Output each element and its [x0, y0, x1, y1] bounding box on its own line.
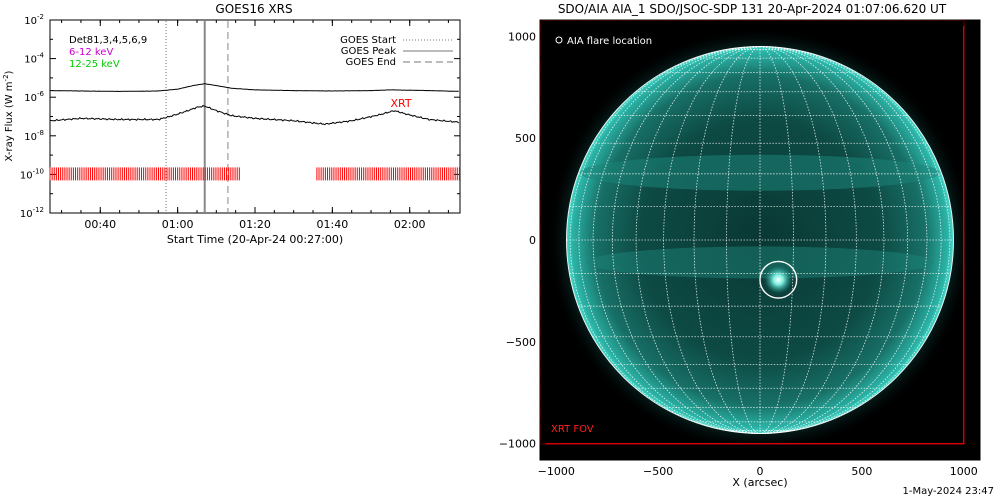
goes-y-tick-label-base: 10: [20, 209, 33, 220]
goes-x-tick-label: 01:40: [317, 218, 349, 231]
goes-event-lines: [165, 21, 229, 212]
goes-x-tick-label: 00:40: [84, 218, 116, 231]
aia-y-tick-label: −500: [506, 336, 536, 349]
aia-longitude-line: [635, 46, 761, 434]
goes-y-tick-label-exp: -12: [33, 206, 44, 214]
goes-y-axis-label-exp: -2: [2, 74, 10, 81]
aia-x-tick-label: 1000: [950, 465, 978, 478]
goes-legend-end-label: GOES End: [346, 57, 396, 68]
goes-y-tick-label-exp: -6: [37, 90, 45, 98]
aia-active-band-south: [585, 246, 935, 279]
goes-y-tick-label: 10-4: [24, 52, 44, 66]
aia-longitude-line: [759, 46, 928, 434]
goes-y-tick-label-exp: -8: [37, 129, 44, 137]
aia-flare-brightening: [764, 265, 793, 294]
aia-longitude-line: [759, 46, 942, 434]
goes-y-tick-label-base: 10: [24, 132, 37, 143]
aia-longitude-line: [726, 46, 761, 434]
aia-longitude-line: [611, 46, 761, 434]
goes-y-tick-label-base: 10: [24, 93, 37, 104]
goes-y-tick-label: 10-10: [20, 167, 44, 181]
goes-x-tick-labels: 00:40 01:00 01:20 01:40 02:00: [84, 218, 425, 231]
goes-legend-left-3: 12-25 keV: [69, 59, 120, 70]
goes-legend-peak-label: GOES Peak: [341, 46, 396, 57]
aia-x-tick-label: 500: [851, 465, 872, 478]
aia-x-tick-label: −1000: [538, 465, 575, 478]
goes-y-tick-label-exp: -2: [37, 13, 44, 21]
goes-y-tick-label: 10-8: [24, 129, 44, 143]
goes-y-axis-label-main: X-ray Flux (W m: [4, 81, 15, 161]
aia-longitude-line: [759, 46, 885, 434]
aia-longitude-line: [592, 46, 761, 434]
aia-legend-flare-label: AIA flare location: [567, 36, 652, 47]
aia-flare-marker: [759, 260, 798, 299]
aia-longitude-line: [759, 46, 909, 434]
aia-flare-circle: [759, 260, 798, 299]
goes-series-lines: [49, 83, 460, 126]
goes-title: GOES16 XRS: [215, 2, 292, 16]
goes-axis-ticks: [50, 19, 460, 214]
aia-heliographic-grid: [565, 45, 955, 435]
xrt-fov-box: [540, 20, 965, 445]
footer-timestamp: 1-May-2024 23:47: [902, 486, 994, 497]
aia-longitude-line: [663, 46, 761, 434]
goes-y-axis-label: X-ray Flux (W m-2): [2, 70, 15, 161]
aia-longitude-line: [569, 46, 761, 434]
goes-short-channel-line: [49, 104, 460, 126]
aia-longitude-line: [693, 46, 761, 434]
aia-title: SDO/AIA AIA_1 SDO/JSOC-SDP 131 20-Apr-20…: [558, 2, 947, 16]
aia-axis-ticks: [540, 20, 980, 460]
goes-x-tick-label: 01:20: [239, 218, 271, 231]
aia-longitude-line: [578, 46, 761, 434]
aia-image-plot: SDO/AIA AIA_1 SDO/JSOC-SDP 131 20-Apr-20…: [500, 2, 981, 489]
aia-tick-labels: −1000 −500 0 500 1000 1000 500 0 −500 −1000: [500, 30, 978, 478]
goes-y-axis-label-close: ): [4, 70, 15, 74]
goes-legend-left-1: Det81,3,4,5,6,9: [69, 35, 147, 46]
goes-legend-left-2: 6-12 keV: [69, 47, 113, 58]
goes-x-axis-label: Start Time (20-Apr-24 00:27:00): [167, 233, 343, 246]
aia-x-tick-label: −500: [643, 465, 673, 478]
goes-y-tick-label: 10-6: [24, 90, 44, 104]
aia-longitude-line: [759, 46, 794, 434]
goes-y-tick-label-base: 10: [24, 16, 37, 27]
aia-legend-flare-icon: [555, 36, 563, 44]
goes-y-tick-label-base: 10: [20, 170, 33, 181]
aia-x-tick-label: 0: [757, 465, 764, 478]
aia-y-tick-label: 1000: [508, 30, 536, 43]
aia-longitude-line: [759, 46, 951, 434]
aia-longitude-line: [759, 46, 827, 434]
aia-y-tick-label: 0: [529, 234, 536, 247]
aia-y-tick-label: 500: [515, 132, 536, 145]
goes-x-tick-label: 01:00: [162, 218, 194, 231]
xrt-label: XRT: [390, 97, 411, 110]
goes-y-tick-label-exp: -10: [33, 167, 44, 175]
goes-y-tick-label-exp: -4: [37, 52, 45, 60]
aia-longitude-line: [759, 46, 857, 434]
goes-y-tick-label: 10-12: [20, 206, 44, 220]
goes-long-channel-line: [50, 83, 459, 93]
aia-limb-outline: [565, 45, 955, 435]
xrt-coverage-bars: [49, 167, 460, 181]
xrt-fov-label: XRT FOV: [551, 424, 594, 435]
goes-legend-start-label: GOES Start: [340, 35, 396, 46]
goes-y-tick-label: 10-2: [24, 13, 44, 27]
aia-x-axis-label: X (arcsec): [732, 476, 787, 489]
goes-y-tick-label-base: 10: [24, 55, 37, 66]
goes-x-tick-label: 02:00: [394, 218, 426, 231]
aia-y-tick-label: −1000: [500, 438, 536, 451]
